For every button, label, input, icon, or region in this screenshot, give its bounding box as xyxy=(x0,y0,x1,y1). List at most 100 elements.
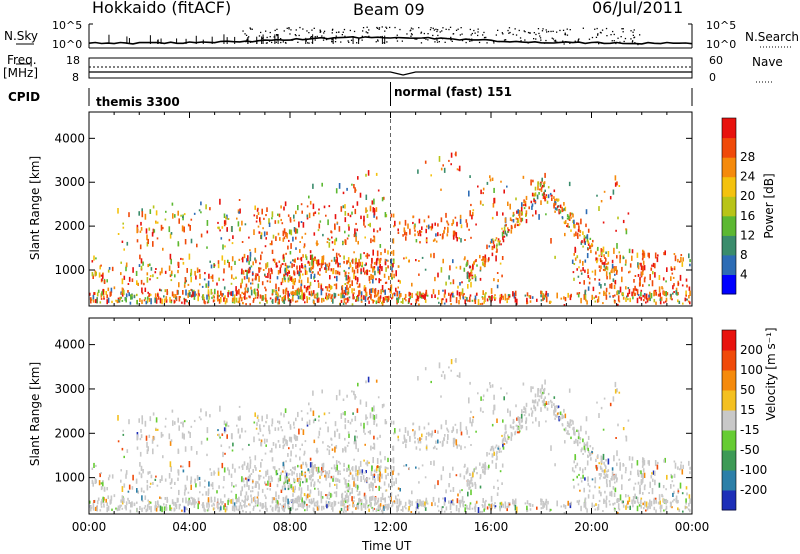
nsearch-point-193 xyxy=(305,40,307,42)
power-cell-1148 xyxy=(366,214,369,218)
velocity-cell-1587 xyxy=(684,505,687,510)
velocity-cell-1759 xyxy=(421,502,423,506)
power-cell-1321 xyxy=(515,217,518,220)
power-cell-1191 xyxy=(334,223,336,230)
velocity-cell-1686 xyxy=(367,504,370,507)
power-cell-30 xyxy=(168,265,171,271)
velocity-cell-574 xyxy=(387,495,390,498)
power-cell-792 xyxy=(636,252,639,258)
velocity-cell-545 xyxy=(246,498,249,502)
velocity-cell-324 xyxy=(291,470,293,476)
velocity-cell-1667 xyxy=(259,509,261,512)
power-cell-264 xyxy=(100,274,103,277)
power-cell-878 xyxy=(628,288,631,295)
velocity-cell-1212 xyxy=(425,436,427,441)
power-cell-1684 xyxy=(148,294,150,298)
power-cell-677 xyxy=(324,267,326,270)
velocity-cell-904 xyxy=(649,481,651,488)
power-cell-968 xyxy=(220,237,223,240)
power-cell-413 xyxy=(319,268,321,272)
velocity-cell-1695 xyxy=(318,505,320,508)
power-cell-544 xyxy=(322,255,325,261)
velocity-cell-449 xyxy=(280,472,282,476)
power-cell-1257 xyxy=(455,232,458,239)
power-cell-804 xyxy=(594,278,596,281)
velocity-cell-2050 xyxy=(554,409,557,413)
power-cell-1694 xyxy=(609,295,611,298)
power-cell-1412 xyxy=(571,212,573,215)
velocity-cell-1821 xyxy=(356,506,359,509)
power-cell-1642 xyxy=(397,297,399,303)
velocity-cell-878 xyxy=(628,496,631,502)
power-cell-1718 xyxy=(328,294,330,299)
power-cell-1137 xyxy=(268,222,271,227)
power-cell-725 xyxy=(497,279,499,283)
velocity-cell-2061 xyxy=(556,412,559,416)
power-cell-1314 xyxy=(458,165,461,172)
velocity-cell-1744 xyxy=(103,505,105,508)
freq-trace xyxy=(89,71,692,76)
power-cell-55 xyxy=(399,280,401,284)
power-cell-437 xyxy=(338,271,341,276)
velocity-cell-577 xyxy=(244,499,246,504)
freq-unit-label: [MHz] xyxy=(3,66,39,80)
power-cell-1249 xyxy=(437,232,439,237)
nsearch-point-46 xyxy=(566,34,569,36)
power-cell-608 xyxy=(357,294,359,298)
power-cell-2171 xyxy=(554,201,556,204)
velocity-cell-79 xyxy=(287,485,290,491)
power-cell-1742 xyxy=(93,292,95,295)
velocity-cell-1532 xyxy=(618,498,620,502)
nsearch-point-178 xyxy=(411,34,413,36)
nsearch-point-288 xyxy=(633,29,635,31)
velocity-ytick-label-0: 1000 xyxy=(54,471,85,485)
power-cell-1803 xyxy=(605,294,608,300)
power-cell-892 xyxy=(631,249,634,254)
nsearch-point-249 xyxy=(347,40,349,42)
power-cell-525 xyxy=(266,280,269,283)
power-cell-917 xyxy=(680,256,682,262)
power-cell-1478 xyxy=(618,300,621,303)
velocity-cell-1976 xyxy=(545,401,548,404)
velocity-cell-977 xyxy=(385,421,388,425)
power-cell-175 xyxy=(100,297,103,300)
power-cell-1042 xyxy=(376,230,379,233)
velocity-cell-489 xyxy=(293,479,296,482)
velocity-cell-1712 xyxy=(529,508,532,511)
power-cell-1875 xyxy=(223,297,225,302)
velocity-cell-970 xyxy=(279,444,281,448)
power-cell-1560 xyxy=(161,298,163,305)
velocity-cell-1653 xyxy=(213,507,216,510)
power-cell-742 xyxy=(463,267,466,272)
power-cell-550 xyxy=(387,265,389,269)
power-cell-1377 xyxy=(568,181,571,187)
velocity-cell-806 xyxy=(673,490,675,494)
power-cell-1677 xyxy=(627,292,629,297)
velocity-cell-742 xyxy=(463,475,466,480)
power-cell-1775 xyxy=(580,297,582,304)
power-cell-1327 xyxy=(515,197,517,201)
nsearch-point-188 xyxy=(471,40,473,42)
velocity-cell-352 xyxy=(194,478,196,484)
nsearch-point-57 xyxy=(310,36,313,38)
power-cell-1176 xyxy=(347,212,350,216)
power-cell-1178 xyxy=(282,237,285,242)
power-cell-1243 xyxy=(468,228,470,231)
power-cell-821 xyxy=(671,272,674,275)
velocity-cell-685 xyxy=(372,486,374,492)
nsearch-point-114 xyxy=(314,39,316,41)
power-cell-513 xyxy=(327,265,330,271)
power-cell-520 xyxy=(317,280,319,283)
velocity-cell-1636 xyxy=(277,509,279,513)
nsearch-point-52 xyxy=(441,30,443,32)
velocity-cell-712 xyxy=(464,504,467,507)
power-cell-25 xyxy=(393,273,395,279)
velocity-cell-748 xyxy=(437,505,439,508)
power-cell-1292 xyxy=(338,183,341,189)
power-cell-1125 xyxy=(313,232,316,236)
power-cell-421 xyxy=(297,287,300,293)
velocity-cell-856 xyxy=(574,454,576,461)
nsearch-point-218 xyxy=(564,41,567,43)
power-cell-1989 xyxy=(468,272,471,277)
power-cell-1040 xyxy=(277,220,280,224)
